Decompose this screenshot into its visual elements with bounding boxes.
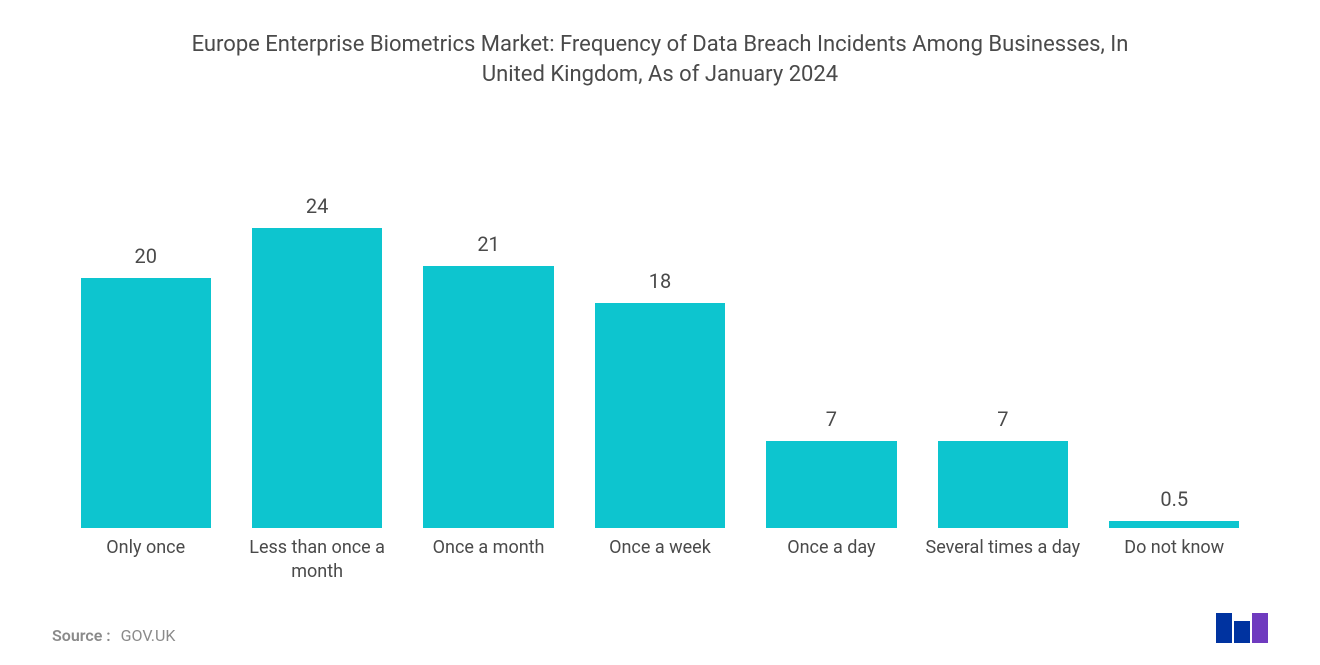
chart-footer: Source : GOV.UK	[50, 613, 1270, 645]
bar	[595, 303, 725, 528]
bar-plot: 20 Only once 24 Less than once a month 21 Onc…	[50, 159, 1270, 583]
bar-value-label: 24	[306, 194, 328, 218]
bar-category-label: Several times a day	[917, 536, 1088, 583]
source-value: GOV.UK	[121, 626, 176, 645]
bar-category-label: Only once	[60, 536, 231, 583]
bar	[81, 278, 211, 528]
bar-value-label: 18	[649, 269, 671, 293]
bar-column: 24 Less than once a month	[231, 159, 402, 583]
chart-title: Europe Enterprise Biometrics Market: Fre…	[170, 30, 1150, 89]
source-label: Source :	[52, 626, 111, 645]
bar-column: 20 Only once	[60, 159, 231, 583]
bar-category-label: Once a day	[746, 536, 917, 583]
bar	[766, 441, 896, 529]
bar-column: 18 Once a week	[574, 159, 745, 583]
bar-category-label: Do not know	[1089, 536, 1260, 583]
logo-bar	[1252, 613, 1268, 643]
bar-column: 7 Several times a day	[917, 159, 1088, 583]
bar-category-label: Once a month	[403, 536, 574, 583]
bar-column: 21 Once a month	[403, 159, 574, 583]
chart-container: Europe Enterprise Biometrics Market: Fre…	[0, 0, 1320, 665]
bar-value-label: 0.5	[1160, 487, 1188, 511]
bar-category-label: Less than once a month	[231, 536, 402, 583]
bar-value-label: 20	[134, 244, 156, 268]
brand-logo	[1216, 613, 1268, 645]
bar-value-label: 21	[477, 232, 499, 256]
bar-category-label: Once a week	[574, 536, 745, 583]
bar	[938, 441, 1068, 529]
logo-bar	[1216, 613, 1232, 643]
bar-value-label: 7	[997, 407, 1008, 431]
bar-column: 0.5 Do not know	[1089, 159, 1260, 583]
bar	[252, 228, 382, 528]
bar	[423, 266, 553, 529]
source-attribution: Source : GOV.UK	[52, 626, 175, 645]
bar	[1109, 521, 1239, 528]
logo-bar	[1234, 621, 1250, 643]
bar-column: 7 Once a day	[746, 159, 917, 583]
bar-value-label: 7	[826, 407, 837, 431]
